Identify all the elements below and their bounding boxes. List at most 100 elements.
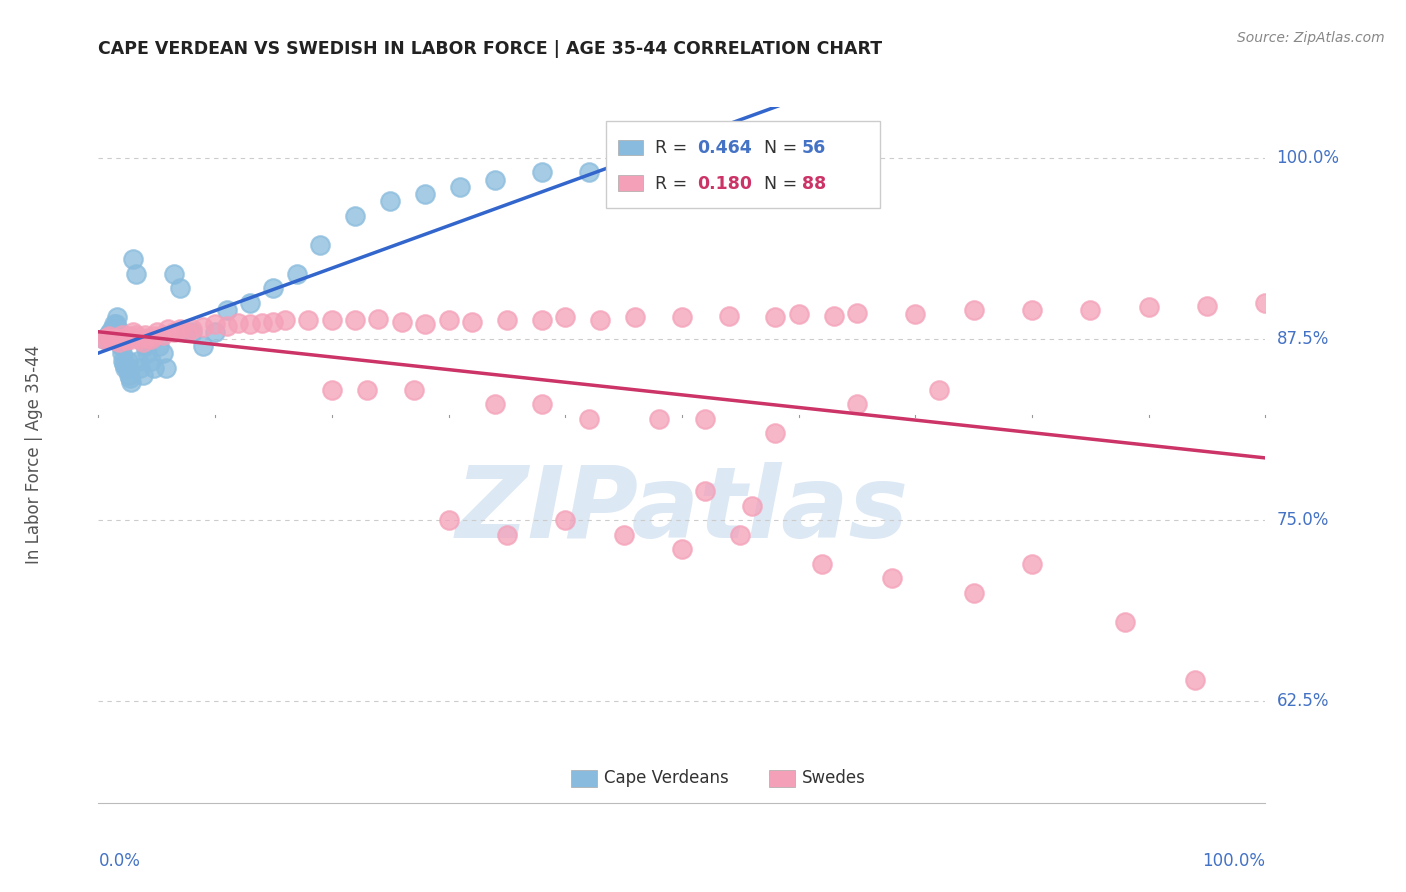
FancyBboxPatch shape [617, 140, 644, 155]
Point [763, 310, 786, 325]
Point [180, 325, 202, 339]
Point [1021, 302, 1043, 317]
Point [169, 322, 191, 336]
Text: CAPE VERDEAN VS SWEDISH IN LABOR FORCE | AGE 35-44 CORRELATION CHART: CAPE VERDEAN VS SWEDISH IN LABOR FORCE |… [98, 40, 883, 58]
Point [103, 318, 125, 332]
Point [530, 397, 553, 411]
Point [204, 325, 226, 339]
Point [239, 318, 262, 332]
Text: 0.464: 0.464 [697, 139, 752, 157]
Point [193, 339, 215, 353]
Text: 100.0%: 100.0% [1202, 852, 1265, 870]
Point [111, 327, 134, 342]
Point [139, 353, 162, 368]
Point [129, 361, 152, 376]
Point [104, 325, 127, 339]
Point [904, 307, 927, 321]
Point [262, 314, 284, 328]
Point [717, 151, 740, 165]
FancyBboxPatch shape [617, 175, 644, 191]
Point [152, 346, 174, 360]
Point [146, 325, 169, 339]
Point [155, 361, 177, 376]
Point [530, 165, 553, 179]
Point [787, 307, 810, 321]
Point [120, 376, 142, 390]
Point [1254, 295, 1277, 310]
Point [152, 327, 174, 342]
Point [1080, 302, 1102, 317]
Point [104, 330, 127, 344]
Point [93, 332, 115, 346]
Point [578, 165, 600, 179]
Point [111, 353, 134, 368]
Point [193, 320, 215, 334]
Point [114, 361, 136, 376]
Point [136, 330, 159, 344]
Point [413, 318, 436, 332]
Text: 100.0%: 100.0% [1277, 149, 1340, 167]
Point [554, 513, 576, 527]
Point [1114, 615, 1136, 629]
Point [367, 311, 389, 326]
Point [285, 267, 308, 281]
Point [97, 327, 120, 342]
Point [125, 327, 148, 342]
Point [117, 353, 139, 368]
Point [228, 316, 250, 330]
Point [139, 332, 162, 346]
Point [530, 313, 553, 327]
Point [97, 329, 120, 343]
Point [309, 237, 332, 252]
Point [671, 151, 693, 165]
Point [962, 302, 984, 317]
Point [105, 310, 128, 325]
Point [120, 332, 142, 346]
Text: In Labor Force | Age 35-44: In Labor Force | Age 35-44 [25, 345, 44, 565]
Text: 88: 88 [801, 175, 827, 193]
Point [112, 357, 135, 371]
Point [180, 322, 202, 336]
Text: R =: R = [655, 139, 693, 157]
Point [103, 334, 125, 348]
Point [96, 330, 118, 344]
Point [122, 252, 145, 267]
Point [695, 484, 717, 499]
Point [118, 371, 141, 385]
Point [928, 383, 950, 397]
Point [125, 267, 148, 281]
Point [484, 172, 506, 186]
Point [613, 527, 636, 541]
Point [402, 383, 425, 397]
Text: N =: N = [763, 139, 803, 157]
Point [297, 313, 319, 327]
Point [484, 397, 506, 411]
Point [174, 325, 197, 339]
Point [108, 332, 131, 346]
Point [589, 313, 612, 327]
Point [134, 327, 156, 342]
Point [118, 329, 141, 343]
Point [111, 346, 134, 360]
Point [112, 330, 135, 344]
Point [117, 361, 139, 376]
Point [717, 309, 740, 323]
Point [624, 151, 647, 165]
Point [134, 339, 156, 353]
Point [107, 322, 129, 336]
Text: R =: R = [655, 175, 693, 193]
Point [110, 339, 132, 353]
Point [127, 330, 149, 344]
Point [846, 306, 869, 320]
Text: N =: N = [763, 175, 803, 193]
Point [163, 325, 186, 339]
Point [129, 332, 152, 346]
Point [132, 334, 155, 349]
Point [763, 151, 786, 165]
FancyBboxPatch shape [571, 770, 596, 788]
Point [1195, 299, 1218, 313]
Point [143, 329, 166, 343]
Text: 0.180: 0.180 [697, 175, 752, 193]
Point [356, 383, 378, 397]
Text: Swedes: Swedes [801, 770, 866, 788]
